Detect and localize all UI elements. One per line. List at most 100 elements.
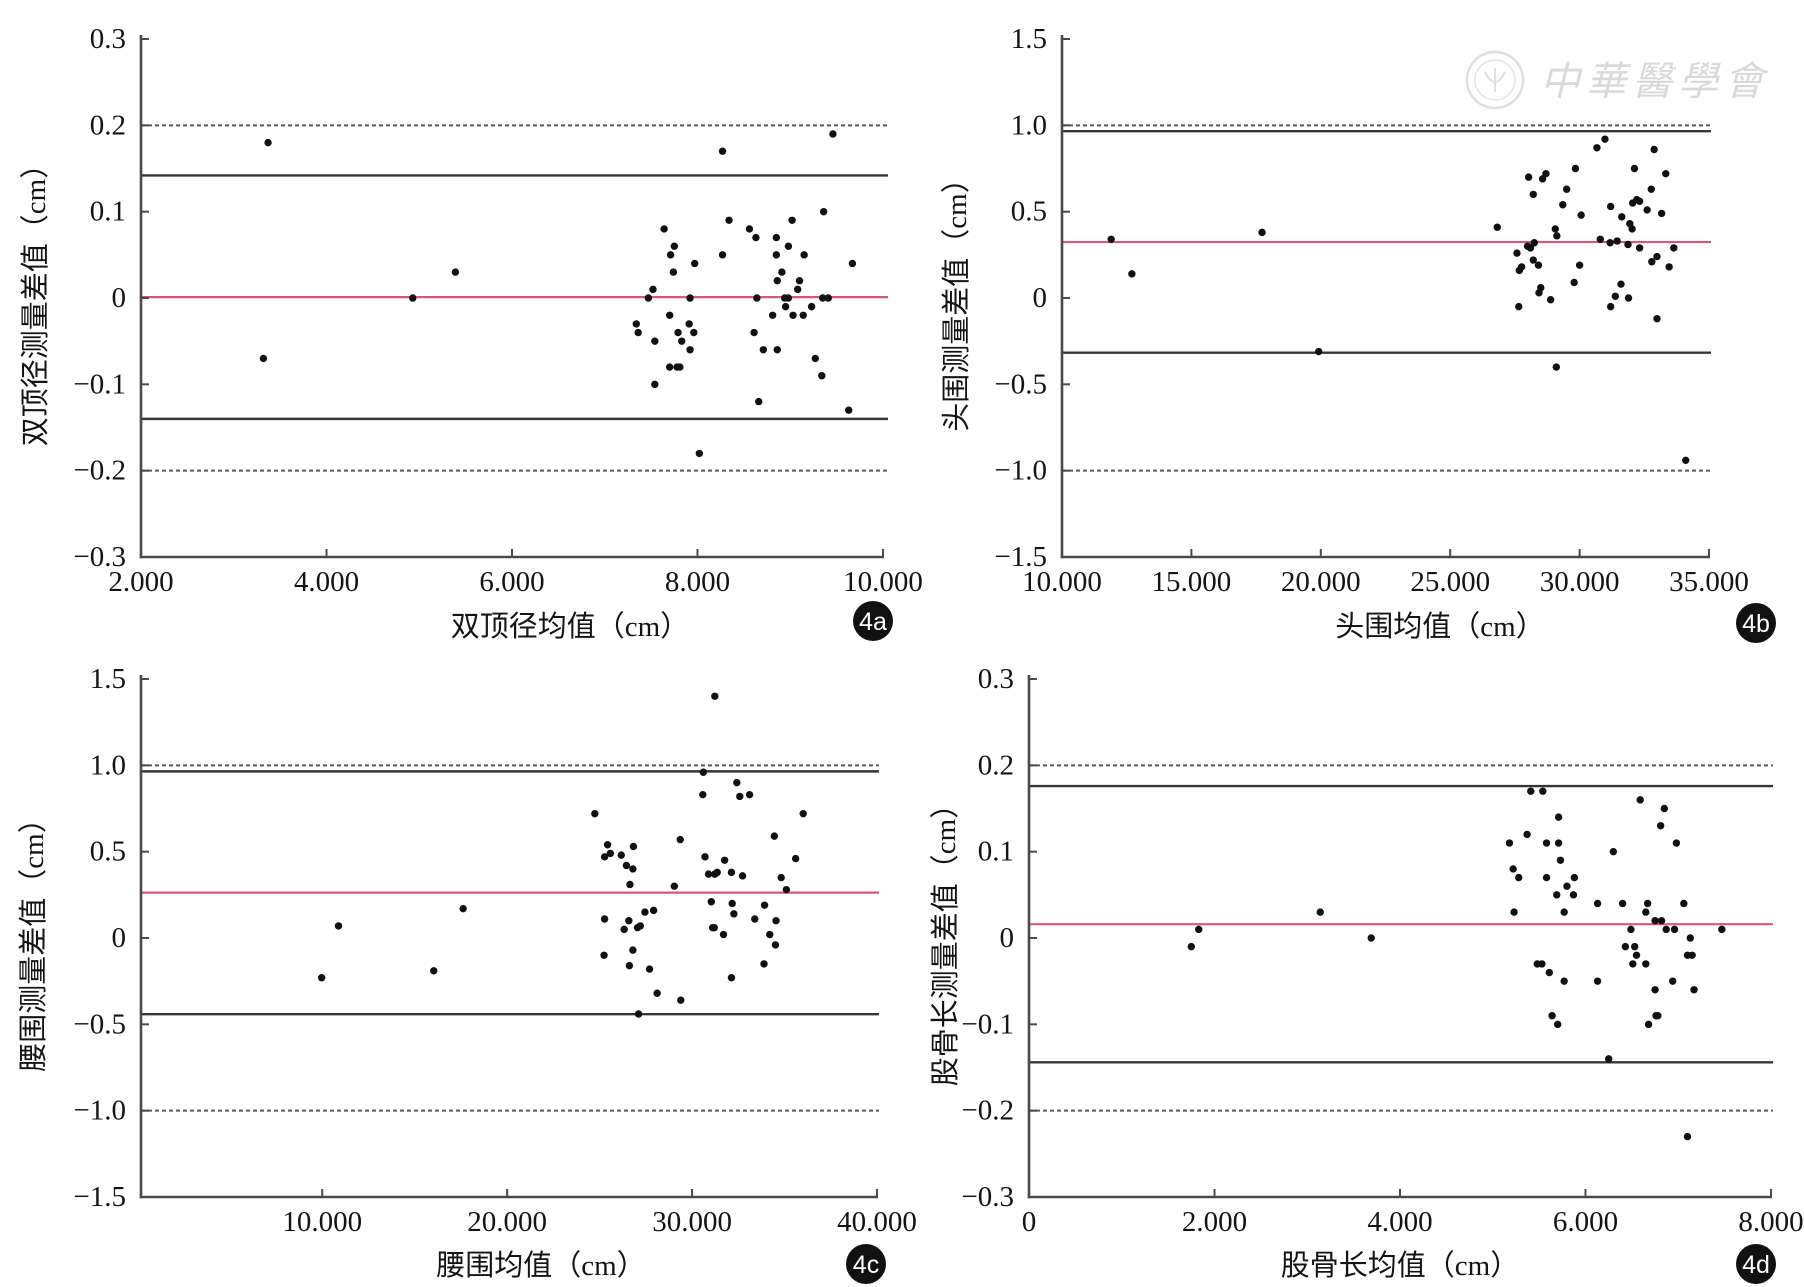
data-point [759,346,768,354]
data-point [791,854,800,863]
data-point [795,277,804,285]
data-point [1651,917,1659,925]
panel-4a: 0.3 0.2 0.1 0 −0.1 −0.2 −0.32.000 4.000 6.000 8.0… [19,23,923,643]
data-point [1593,144,1601,152]
data-point [1542,873,1551,882]
data-point [1542,839,1551,847]
data-point [606,849,615,858]
data-point [1611,292,1620,300]
data-point [725,216,733,224]
data-point [1523,830,1531,839]
data-point [1653,315,1661,323]
data-point [641,908,649,916]
data-point [751,915,759,923]
data-point [634,1010,643,1018]
data-point [1548,1012,1556,1020]
data-point [718,251,727,259]
y-tick-label: 0.3 [90,23,126,55]
data-point [1651,986,1659,994]
panel-badge-circle [853,601,893,641]
data-point [1505,839,1514,847]
x-tick-label: 35.000 [1669,566,1749,598]
data-point [691,259,699,268]
y-tick-label: −1.0 [73,1095,126,1127]
data-point [1107,235,1115,243]
data-point [807,302,816,311]
data-point [259,354,268,363]
data-point [1551,225,1559,233]
y-tick-label: 0.1 [90,196,126,228]
data-point [1686,934,1695,942]
data-point [1510,908,1518,916]
data-point [1618,899,1627,908]
data-point [1621,942,1630,951]
data-point [1258,228,1266,237]
data-point [1688,951,1696,959]
data-point [629,946,637,954]
data-point [1367,934,1375,942]
y-axis-title: 股骨长测量差值（cm） [929,790,962,1086]
data-point [1535,289,1543,297]
data-point [1648,258,1656,266]
data-point [651,337,659,345]
data-point [685,320,693,328]
y-tick-label: −1.5 [994,541,1047,573]
y-tick-label: 1.5 [1011,23,1047,55]
x-tick-label: 8.000 [665,566,730,598]
y-tick-label: 0.1 [978,836,1014,868]
data-point [1513,249,1521,257]
data-point [1680,899,1688,908]
y-tick-label: 0.5 [90,836,126,868]
data-point [591,809,599,818]
data-point [678,337,686,345]
data-point [745,790,754,799]
data-point [848,259,857,268]
data-point [1609,847,1618,856]
data-point [1316,908,1324,916]
data-point [777,873,785,882]
data-point [695,449,704,458]
data-point [1618,213,1626,221]
panel-badge: 4d [1736,1244,1776,1284]
x-tick-label: 2.000 [108,566,173,598]
data-point [1560,908,1568,916]
data-point [617,851,625,859]
data-point [1650,145,1658,154]
data-point [1617,280,1625,288]
data-point [1643,206,1651,214]
data-point [1515,873,1523,882]
data-point [778,268,786,276]
data-point [733,778,741,787]
data-point [622,861,631,870]
data-point [773,346,781,354]
data-point [430,967,438,975]
data-point [1606,239,1614,247]
data-point [649,906,658,915]
data-point [738,872,747,880]
data-point [645,965,654,973]
data-point [793,285,802,294]
data-point [603,841,612,849]
panels: 0.30.20.10−0.1−0.2−0.32.000 4.000 6.000 8.0… [17,23,1804,1284]
data-point [1670,244,1678,252]
data-point [699,768,708,776]
data-point [1509,865,1517,873]
data-point [1570,873,1579,882]
data-point [727,868,736,877]
data-point [799,809,807,818]
data-point [676,835,684,844]
x-tick-label: 10.000 [282,1206,362,1238]
data-point [1570,278,1578,287]
y-tick-label: 0.5 [1011,196,1047,228]
data-point [334,922,343,930]
data-point [629,865,637,873]
data-point [1315,347,1323,356]
data-point [1542,169,1550,178]
data-point [653,989,661,997]
data-point [707,898,716,906]
data-point [1606,302,1615,311]
data-point [674,328,682,337]
y-tick-label: 0 [1033,282,1048,314]
panel-4b: 1.5 1.0 0.5 0 −0.5 −1.0 −1.510.000 15.000 20.000… [940,23,1776,643]
